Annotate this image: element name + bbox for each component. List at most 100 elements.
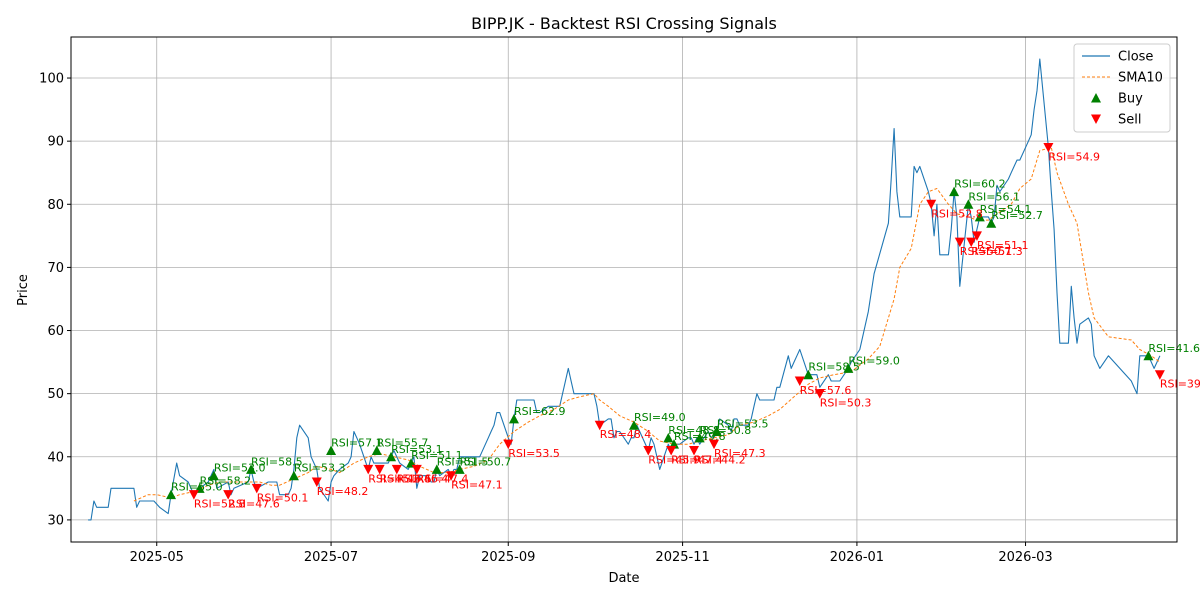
sell-marker <box>223 490 234 500</box>
buy-signal-label: RSI=55.7 <box>377 436 429 449</box>
sell-signal-label: RSI=52.8 <box>931 207 983 220</box>
buy-marker <box>386 451 397 462</box>
x-tick-label: 2026-03 <box>998 550 1052 565</box>
x-tick-label: 2026-01 <box>830 550 884 565</box>
sell-signal-label: RSI=54.9 <box>1048 150 1100 163</box>
sell-signal-label: RSI=51.3 <box>971 245 1023 258</box>
sell-marker <box>814 389 825 399</box>
sell-marker <box>188 490 199 500</box>
buy-marker <box>208 470 219 481</box>
buy-marker <box>663 432 674 443</box>
sell-signal-label: RSI=50.1 <box>257 491 309 504</box>
sell-signal-label: RSI=53.5 <box>508 447 560 460</box>
sell-signal-label: RSI=44.2 <box>694 453 746 466</box>
sell-signal-label: RSI=50.3 <box>820 397 872 410</box>
sell-signal-label: RSI=39.0 <box>1160 378 1200 391</box>
sell-marker <box>689 445 700 456</box>
buy-marker <box>803 369 814 380</box>
sell-signal-label: RSI=48.4 <box>600 428 652 441</box>
buy-marker <box>963 199 974 209</box>
buy-signal-label: RSI=58.2 <box>200 474 252 487</box>
sell-marker <box>594 420 605 431</box>
sell-marker <box>971 231 982 241</box>
buy-signal-label: RSI=50.8 <box>700 424 752 437</box>
sell-signal-label: RSI=46.4 <box>397 472 449 485</box>
buy-signal-label: RSI=53.1 <box>391 443 443 456</box>
buy-signal-label: RSI=51.5 <box>437 455 489 468</box>
y-tick-label: 80 <box>47 198 64 213</box>
sell-signal-label: RSI=46.6 <box>380 472 432 485</box>
buy-signal-label: RSI=59.0 <box>848 354 900 367</box>
sell-signal-label: RSI=57.6 <box>800 384 852 397</box>
buy-signal-label: RSI=49.0 <box>634 411 686 424</box>
sell-marker <box>311 477 322 488</box>
sell-signal-label: RSI=45.2 <box>368 472 420 485</box>
y-tick-label: 90 <box>47 135 64 150</box>
sell-signal-label: RSI=47.6 <box>228 498 280 511</box>
buy-signal-label: RSI=56.1 <box>968 190 1020 203</box>
sell-marker <box>709 439 720 450</box>
x-tick-label: 2025-11 <box>655 550 709 565</box>
sell-marker <box>374 464 385 475</box>
buy-marker <box>508 413 519 424</box>
y-tick-label: 30 <box>47 513 64 528</box>
buy-signal-label: RSI=51.1 <box>411 449 463 462</box>
sell-marker <box>954 237 965 248</box>
y-tick-label: 100 <box>39 72 64 87</box>
buy-marker <box>974 211 985 222</box>
legend-label: Buy <box>1118 92 1143 107</box>
buy-signal-label: RSI=50.7 <box>460 455 512 468</box>
sell-marker <box>643 445 654 456</box>
y-tick-label: 50 <box>47 387 64 402</box>
sma10-line <box>133 147 1161 502</box>
buy-signal-label: RSI=60.2 <box>954 178 1006 191</box>
plot-frame <box>70 36 1178 543</box>
legend-sell-swatch <box>1091 114 1101 124</box>
sell-signal-label: RSI=47.4 <box>417 472 469 485</box>
buy-marker <box>986 218 997 228</box>
y-tick-label: 70 <box>47 261 64 276</box>
legend-label: Sell <box>1118 113 1141 128</box>
buy-marker <box>949 186 960 197</box>
y-tick-label: 60 <box>47 324 64 339</box>
sell-marker <box>446 471 457 481</box>
sell-signal-label: RSI=47.1 <box>451 479 503 492</box>
sell-signal-label: RSI=45.9 <box>648 453 700 466</box>
sell-marker <box>1154 370 1165 380</box>
buy-marker <box>843 363 854 373</box>
buy-marker <box>371 445 382 455</box>
buy-marker <box>431 464 442 474</box>
legend-box <box>1073 43 1171 133</box>
signals-layer: RSI=55.0RSI=58.2RSI=53.0RSI=58.5RSI=53.3… <box>166 142 1200 511</box>
sell-signal-label: RSI=52.8 <box>194 498 246 511</box>
x-tick-label: 2025-05 <box>130 550 184 565</box>
buy-marker <box>326 445 337 455</box>
legend-label: Close <box>1118 50 1153 65</box>
sell-signal-label: RSI=47.4 <box>671 453 723 466</box>
sell-signal-label: RSI=51.1 <box>977 239 1029 252</box>
buy-marker <box>694 432 705 443</box>
buy-marker <box>166 489 177 500</box>
sell-marker <box>391 464 402 475</box>
y-axis-label: Price <box>16 274 31 306</box>
buy-signal-label: RSI=53.5 <box>717 418 769 431</box>
sell-signal-label: RSI=47.3 <box>714 447 766 460</box>
sell-signal-label: RSI=48.2 <box>317 485 369 498</box>
legend-buy-swatch <box>1091 93 1101 103</box>
buy-signal-label: RSI=57.1 <box>331 436 383 449</box>
legend: Close SMA10 Buy Sell <box>1073 43 1171 133</box>
buy-signal-label: RSI=41.6 <box>1148 342 1200 355</box>
ticks-layer: 2025-05 2025-07 2025-09 2025-11 2026-01 2026-… <box>39 72 1053 565</box>
buy-signal-label: RSI=54.1 <box>980 203 1032 216</box>
x-axis-label: Date <box>608 571 639 586</box>
sell-signal-label: RSI=50.7 <box>960 245 1012 258</box>
buy-marker <box>288 470 299 481</box>
buy-signal-label: RSI=55.0 <box>171 481 223 494</box>
sell-marker <box>363 464 374 475</box>
sell-marker <box>503 439 514 450</box>
sell-marker <box>411 464 422 475</box>
sell-marker <box>251 483 262 494</box>
sell-marker <box>966 237 977 248</box>
buy-signal-label: RSI=52.7 <box>991 209 1043 222</box>
